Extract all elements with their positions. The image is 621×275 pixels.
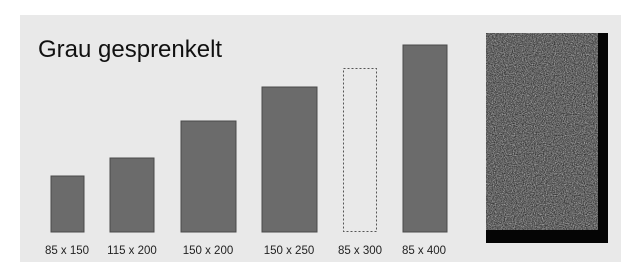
texture-image: [486, 33, 598, 230]
size-label: 85 x 150: [45, 245, 89, 257]
size-box: [403, 45, 447, 232]
size-label: 150 x 250: [264, 245, 315, 257]
size-label: 115 x 200: [107, 245, 157, 257]
product-panel: Grau gesprenkelt 85 x 150 115 x 200 150 …: [0, 0, 621, 275]
size-label: 85 x 300: [338, 245, 382, 257]
size-box: [181, 121, 236, 232]
size-box: [110, 158, 154, 232]
size-label: 85 x 400: [402, 245, 446, 257]
size-box: [262, 87, 317, 232]
page: Grau gesprenkelt 85 x 150 115 x 200 150 …: [0, 0, 621, 275]
size-box: [51, 176, 84, 232]
size-label: 150 x 200: [183, 245, 234, 257]
title: Grau gesprenkelt: [38, 36, 222, 63]
